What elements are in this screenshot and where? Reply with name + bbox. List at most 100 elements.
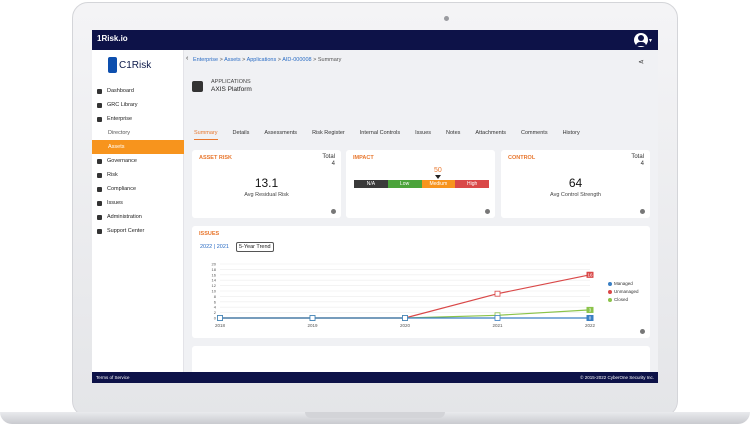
impact-pointer-icon: [435, 175, 441, 179]
breadcrumb-separator: >: [219, 57, 223, 63]
brand-label[interactable]: 1Risk.io: [97, 34, 128, 43]
tab-internal-controls[interactable]: Internal Controls: [359, 130, 401, 136]
laptop-base: [0, 412, 750, 424]
breadcrumb-assets[interactable]: Assets: [224, 57, 241, 63]
risk-icon: [97, 172, 102, 178]
share-icon[interactable]: ⋖: [638, 59, 644, 66]
breadcrumb-separator: >: [242, 57, 246, 63]
x-tick-label: 2020: [400, 323, 411, 328]
breadcrumb-separator: >: [313, 57, 317, 63]
sidebar-item-risk[interactable]: Risk: [92, 168, 184, 182]
y-tick-label: 8: [214, 294, 217, 299]
tab-summary[interactable]: Summary: [194, 130, 218, 140]
y-tick-label: 6: [214, 299, 217, 304]
tab-assessments[interactable]: Assessments: [264, 130, 298, 136]
sidebar-item-label: Risk: [107, 172, 118, 178]
help-icon[interactable]: [640, 329, 645, 334]
sidebar-item-directory[interactable]: Directory: [92, 126, 184, 140]
sidebar-item-label: Dashboard: [107, 88, 134, 94]
year-link-2021[interactable]: 2021: [216, 244, 229, 250]
chevron-down-icon[interactable]: ▼: [648, 38, 653, 44]
five-year-trend-button[interactable]: 5-Year Trend: [236, 242, 274, 252]
help-icon: [97, 228, 102, 234]
tab-details[interactable]: Details: [232, 130, 250, 136]
data-point: [494, 290, 501, 297]
x-tick-label: 2021: [492, 323, 503, 328]
sidebar-item-label: Compliance: [107, 186, 137, 192]
logo-mark-icon: [108, 57, 117, 73]
data-point: [217, 315, 223, 321]
laptop-notch: [305, 412, 445, 418]
issues-title: ISSUES: [199, 231, 220, 237]
breadcrumb-enterprise[interactable]: Enterprise: [193, 57, 219, 63]
impact-level-medium: Medium: [421, 180, 456, 188]
legend-item-unmanaged[interactable]: Unmanaged: [608, 288, 639, 296]
sidebar-item-label: Governance: [107, 158, 137, 164]
impact-card: IMPACT 50 N/A Low Medium High: [346, 150, 495, 218]
asset-name: AXIS Platform: [211, 86, 252, 93]
data-point: [309, 315, 316, 321]
sidebar-item-assets[interactable]: Assets: [92, 140, 184, 154]
data-point: [402, 315, 408, 321]
sidebar-item-administration[interactable]: Administration: [92, 210, 184, 224]
y-tick-label: 4: [214, 305, 217, 310]
tab-history[interactable]: History: [562, 130, 580, 136]
help-icon[interactable]: [640, 209, 645, 214]
asset-risk-card: ASSET RISK Total 4 13.1 Avg Residual Risk: [192, 150, 341, 218]
legend-item-managed[interactable]: Managed: [608, 280, 639, 288]
impact-scale: N/A Low Medium High: [354, 180, 489, 188]
sidebar-item-support-center[interactable]: Support Center: [92, 224, 184, 238]
breadcrumb-aid[interactable]: AID-000008: [282, 57, 312, 63]
year-link-2022[interactable]: 2022: [200, 244, 213, 250]
sidebar-item-enterprise[interactable]: Enterprise: [92, 112, 184, 126]
terms-of-service-link[interactable]: Terms of Service: [96, 375, 130, 380]
issues-card: ISSUES 2022 | 2021 5-Year Trend 0 2 4 6 8 10 1…: [192, 226, 650, 338]
logo[interactable]: C1Risk: [108, 56, 151, 74]
data-label: 3: [589, 308, 592, 313]
asset-risk-total: Total 4: [322, 154, 335, 167]
help-icon[interactable]: [485, 209, 490, 214]
data-point: [494, 315, 501, 321]
y-tick-label: 12: [212, 283, 217, 288]
sidebar-item-compliance[interactable]: Compliance: [92, 182, 184, 196]
gear-icon: [97, 214, 102, 220]
x-tick-label: 2022: [585, 323, 596, 328]
year-selector: 2022 | 2021: [200, 244, 229, 250]
impact-value: 50: [434, 167, 442, 174]
control-card: CONTROL Total 4 64 Avg Control Strength: [501, 150, 650, 218]
sidebar-item-label: Directory: [108, 130, 131, 136]
sidebar-item-label: Support Center: [107, 228, 145, 234]
breadcrumb-applications[interactable]: Applications: [246, 57, 277, 63]
legend-item-closed[interactable]: Closed: [608, 296, 639, 304]
tab-comments[interactable]: Comments: [520, 130, 548, 136]
package-icon: [192, 80, 203, 92]
governance-icon: [97, 158, 102, 164]
y-tick-label: 2: [214, 310, 217, 315]
sidebar-item-issues[interactable]: Issues: [92, 196, 184, 210]
x-tick-label: 2019: [307, 323, 318, 328]
sidebar: C1Risk Dashboard GRC Library Enterprise …: [92, 50, 184, 372]
control-caption: Avg Control Strength: [550, 192, 601, 198]
breadcrumb-current: Summary: [317, 57, 342, 63]
breadcrumb-separator: >: [277, 57, 281, 63]
sidebar-item-governance[interactable]: Governance: [92, 154, 184, 168]
tab-attachments[interactable]: Attachments: [475, 130, 506, 136]
y-tick-label: 0: [214, 316, 217, 321]
chart-legend: Managed Unmanaged Closed: [608, 280, 639, 304]
asset-risk-value: 13.1: [254, 176, 279, 190]
chevron-left-icon[interactable]: ‹: [186, 55, 189, 62]
user-avatar-icon[interactable]: [634, 33, 648, 47]
control-total: Total 4: [631, 154, 644, 167]
sidebar-nav: Dashboard GRC Library Enterprise Directo…: [92, 84, 184, 238]
tab-risk-register[interactable]: Risk Register: [312, 130, 345, 136]
sidebar-item-grc-library[interactable]: GRC Library: [92, 98, 184, 112]
year-separator: |: [213, 244, 216, 250]
help-icon[interactable]: [331, 209, 336, 214]
tab-issues[interactable]: Issues: [415, 130, 432, 136]
sidebar-item-dashboard[interactable]: Dashboard: [92, 84, 184, 98]
asset-risk-caption: Avg Residual Risk: [244, 192, 289, 198]
sidebar-item-label: Issues: [107, 200, 123, 206]
footer: Terms of Service © 2015-2022 CyberOne Se…: [92, 372, 658, 383]
tab-notes[interactable]: Notes: [446, 130, 461, 136]
